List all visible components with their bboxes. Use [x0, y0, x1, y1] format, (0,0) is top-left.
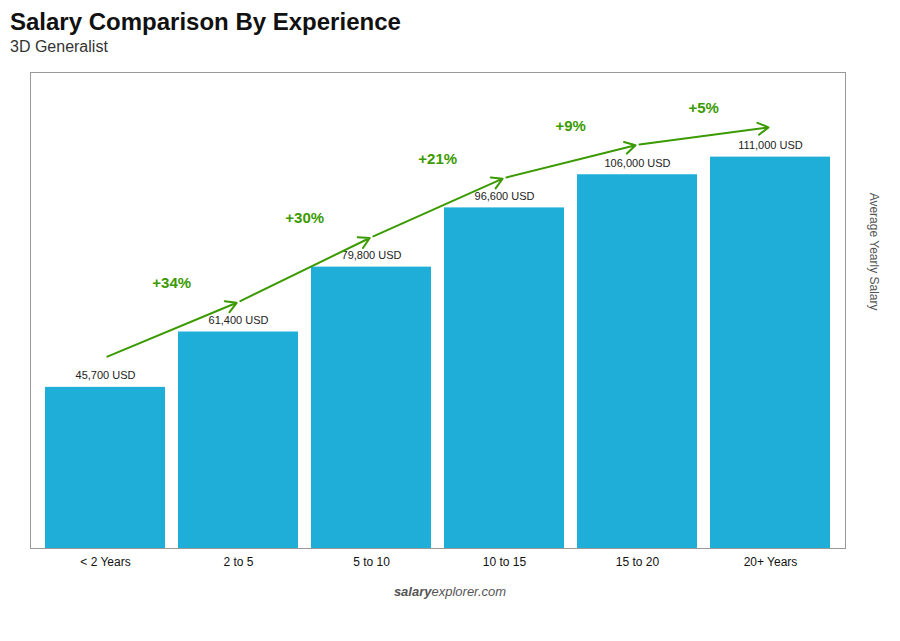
svg-text:15 to 20: 15 to 20	[616, 555, 660, 569]
html-text:Salary Comparison By Experienc: Salary Comparison By Experience	[10, 8, 401, 35]
svg-text:96,600 USD: 96,600 USD	[475, 190, 535, 202]
svg-text:< 2 Years: < 2 Years	[80, 555, 130, 569]
svg-text:2 to 5: 2 to 5	[223, 555, 253, 569]
svg-text:+21%: +21%	[418, 150, 457, 167]
svg-text:106,000 USD: 106,000 USD	[604, 157, 670, 169]
svg-text:+30%: +30%	[285, 209, 324, 226]
svg-text:79,800 USD: 79,800 USD	[342, 249, 402, 261]
svg-text:5 to 10: 5 to 10	[353, 555, 390, 569]
svg-text:61,400 USD: 61,400 USD	[209, 314, 269, 326]
html-text:3D Generalist: 3D Generalist	[10, 38, 108, 55]
svg-text:+5%: +5%	[688, 99, 718, 116]
svg-text:+34%: +34%	[152, 274, 191, 291]
html-text:salary explorer.com: salary explorer.com	[393, 584, 507, 599]
svg-text:20+ Years: 20+ Years	[744, 555, 798, 569]
svg-text:111,000 USD: 111,000 USD	[738, 139, 802, 151]
svg-text:+9%: +9%	[555, 117, 585, 134]
svg-text:45,700 USD: 45,700 USD	[76, 369, 136, 381]
svg-text:10 to 15: 10 to 15	[483, 555, 527, 569]
svg-text:Average Yearly Salary: Average Yearly Salary	[867, 193, 881, 311]
